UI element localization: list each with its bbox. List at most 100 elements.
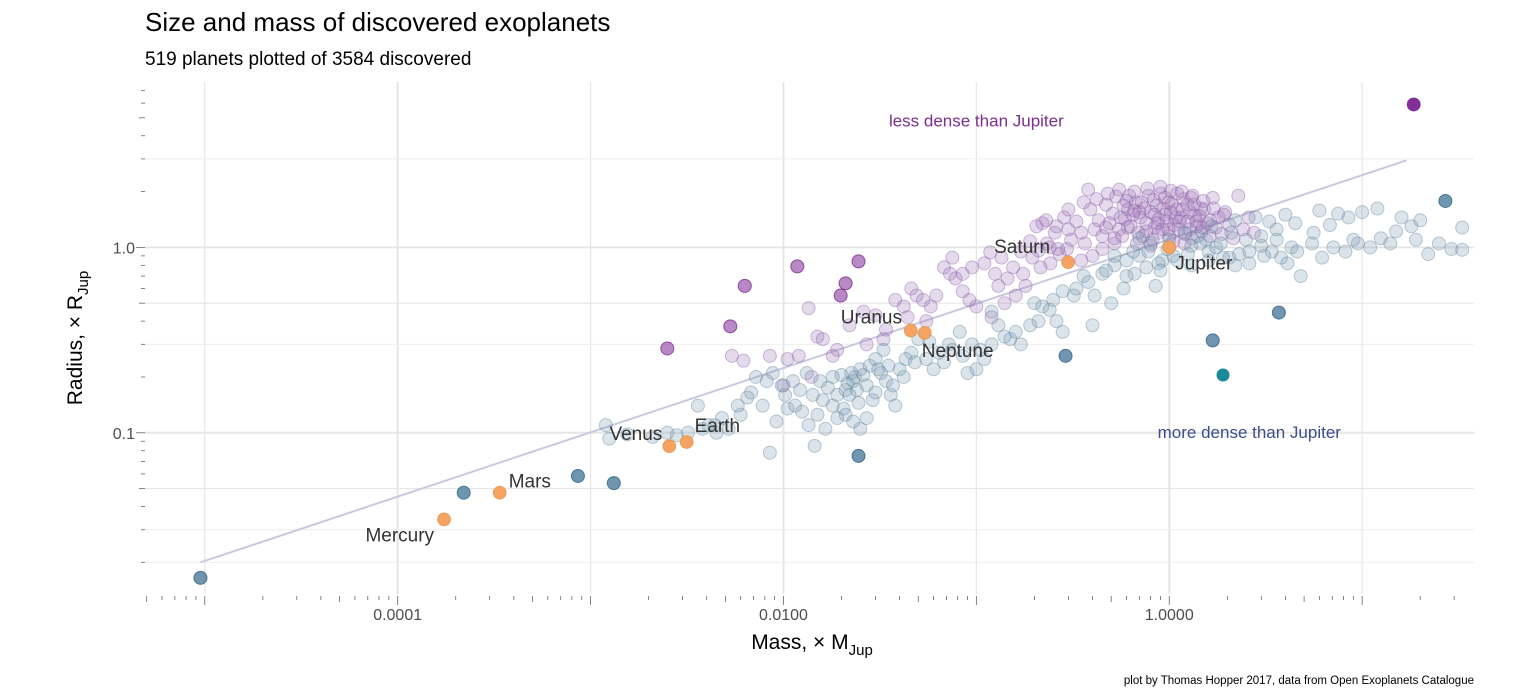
high-density-planet-point — [774, 378, 789, 393]
outlier-low-density-point — [723, 319, 738, 334]
low-density-planet-point — [1188, 208, 1203, 223]
low-density-planet-point — [948, 271, 963, 286]
high-density-planet-point — [645, 429, 660, 444]
low-density-planet-point — [929, 288, 944, 303]
low-density-planet-point — [1236, 222, 1251, 237]
solar-planet-label: Saturn — [994, 237, 1050, 258]
high-density-planet-point — [807, 438, 822, 453]
high-density-planet-point — [1408, 232, 1423, 247]
low-density-planet-point — [1127, 184, 1142, 199]
high-density-planet-point — [1046, 293, 1061, 308]
low-density-planet-point — [916, 293, 931, 308]
high-density-planet-point — [1184, 258, 1199, 273]
high-density-planet-point — [876, 342, 891, 357]
high-density-planet-point — [1126, 244, 1141, 259]
low-density-planet-point — [762, 348, 777, 363]
high-density-planet-point — [1338, 244, 1353, 259]
high-density-planet-point — [977, 351, 992, 366]
low-density-planet-point — [1033, 260, 1048, 275]
low-density-planet-point — [1151, 225, 1166, 240]
high-density-planet-point — [762, 445, 777, 460]
high-density-planet-point — [1213, 236, 1228, 251]
low-density-planet-point — [1043, 256, 1058, 271]
low-density-planet-point — [1018, 278, 1033, 293]
low-density-planet-point — [1161, 222, 1176, 237]
low-density-planet-point — [1085, 248, 1100, 263]
low-density-planet-point — [1163, 183, 1178, 198]
high-density-planet-point — [1341, 210, 1356, 225]
solar-planet-label: Earth — [695, 416, 740, 437]
x-axis-title: Mass, × MJup — [751, 631, 873, 659]
solar-planet-label: Mars — [509, 472, 551, 493]
high-density-planet-point — [873, 366, 888, 381]
high-density-planet-point — [830, 411, 845, 426]
low-density-planet-point — [1214, 227, 1229, 242]
high-density-planet-point — [1023, 318, 1038, 333]
high-density-planet-point — [1394, 210, 1409, 225]
low-density-planet-point — [1231, 188, 1246, 203]
high-density-planet-point — [849, 383, 864, 398]
density-reference-line — [200, 159, 1407, 564]
high-density-planet-point — [919, 351, 934, 366]
low-density-planet-point — [1120, 202, 1135, 217]
low-density-planet-point — [1035, 216, 1050, 231]
low-density-planet-point — [1139, 216, 1154, 231]
high-density-planet-point — [820, 380, 835, 395]
low-density-planet-point — [969, 299, 984, 314]
high-density-planet-point — [1228, 213, 1243, 228]
low-density-planet-point — [859, 337, 874, 352]
high-density-planet-point — [856, 367, 871, 382]
low-density-planet-point — [1134, 195, 1149, 210]
high-density-planet-point — [984, 337, 999, 352]
high-density-planet-point — [1143, 236, 1158, 251]
solar-planet-point — [437, 512, 452, 527]
low-density-planet-point — [1178, 227, 1193, 242]
low-density-planet-point — [1000, 271, 1015, 286]
low-density-planet-point — [1218, 205, 1233, 220]
low-density-planet-point — [1064, 232, 1079, 247]
low-density-planet-point — [1031, 243, 1046, 258]
low-density-planet-point — [1113, 210, 1128, 225]
high-density-planet-point — [1326, 240, 1341, 255]
low-density-planet-point — [942, 266, 957, 281]
low-density-planet-point — [1202, 229, 1217, 244]
low-density-planet-point — [876, 332, 891, 347]
low-density-planet-point — [888, 293, 903, 308]
high-density-planet-point — [836, 401, 851, 416]
high-density-planet-point — [871, 362, 886, 377]
high-density-planet-point — [1306, 225, 1321, 240]
high-density-planet-point — [1264, 244, 1279, 259]
high-density-planet-point — [1315, 250, 1330, 265]
high-density-planet-point — [1155, 253, 1170, 268]
high-density-planet-point — [1413, 213, 1428, 228]
high-density-planet-point — [878, 374, 893, 389]
high-density-planet-point — [721, 421, 736, 436]
low-density-planet-point — [1156, 201, 1171, 216]
low-density-planet-point — [1146, 193, 1161, 208]
density-annotation: less dense than Jupiter — [889, 111, 1064, 130]
low-density-planet-point — [780, 351, 795, 366]
chart-caption: plot by Thomas Hopper 2017, data from Op… — [1124, 675, 1474, 687]
high-density-planet-point — [1242, 256, 1257, 271]
high-density-planet-point — [904, 345, 919, 360]
high-density-planet-point — [788, 398, 803, 413]
high-density-planet-point — [862, 358, 877, 373]
high-density-planet-point — [1274, 250, 1289, 265]
low-density-planet-point — [1157, 207, 1172, 222]
high-density-planet-point — [1224, 225, 1239, 240]
low-density-planet-point — [984, 310, 999, 325]
outlier-high-density-point — [606, 476, 621, 491]
low-density-planet-point — [1112, 222, 1127, 237]
high-density-planet-point — [695, 421, 710, 436]
solar-planet-point — [679, 434, 694, 449]
high-density-planet-point — [1042, 302, 1057, 317]
low-density-planet-point — [1131, 225, 1146, 240]
grid — [145, 82, 1474, 594]
high-density-planet-point — [815, 393, 830, 408]
low-density-planet-point — [791, 348, 806, 363]
low-density-planet-point — [1025, 250, 1040, 265]
low-density-planet-point — [1173, 210, 1188, 225]
high-density-planet-point — [868, 351, 883, 366]
outlier-high-density-point — [1205, 333, 1220, 348]
